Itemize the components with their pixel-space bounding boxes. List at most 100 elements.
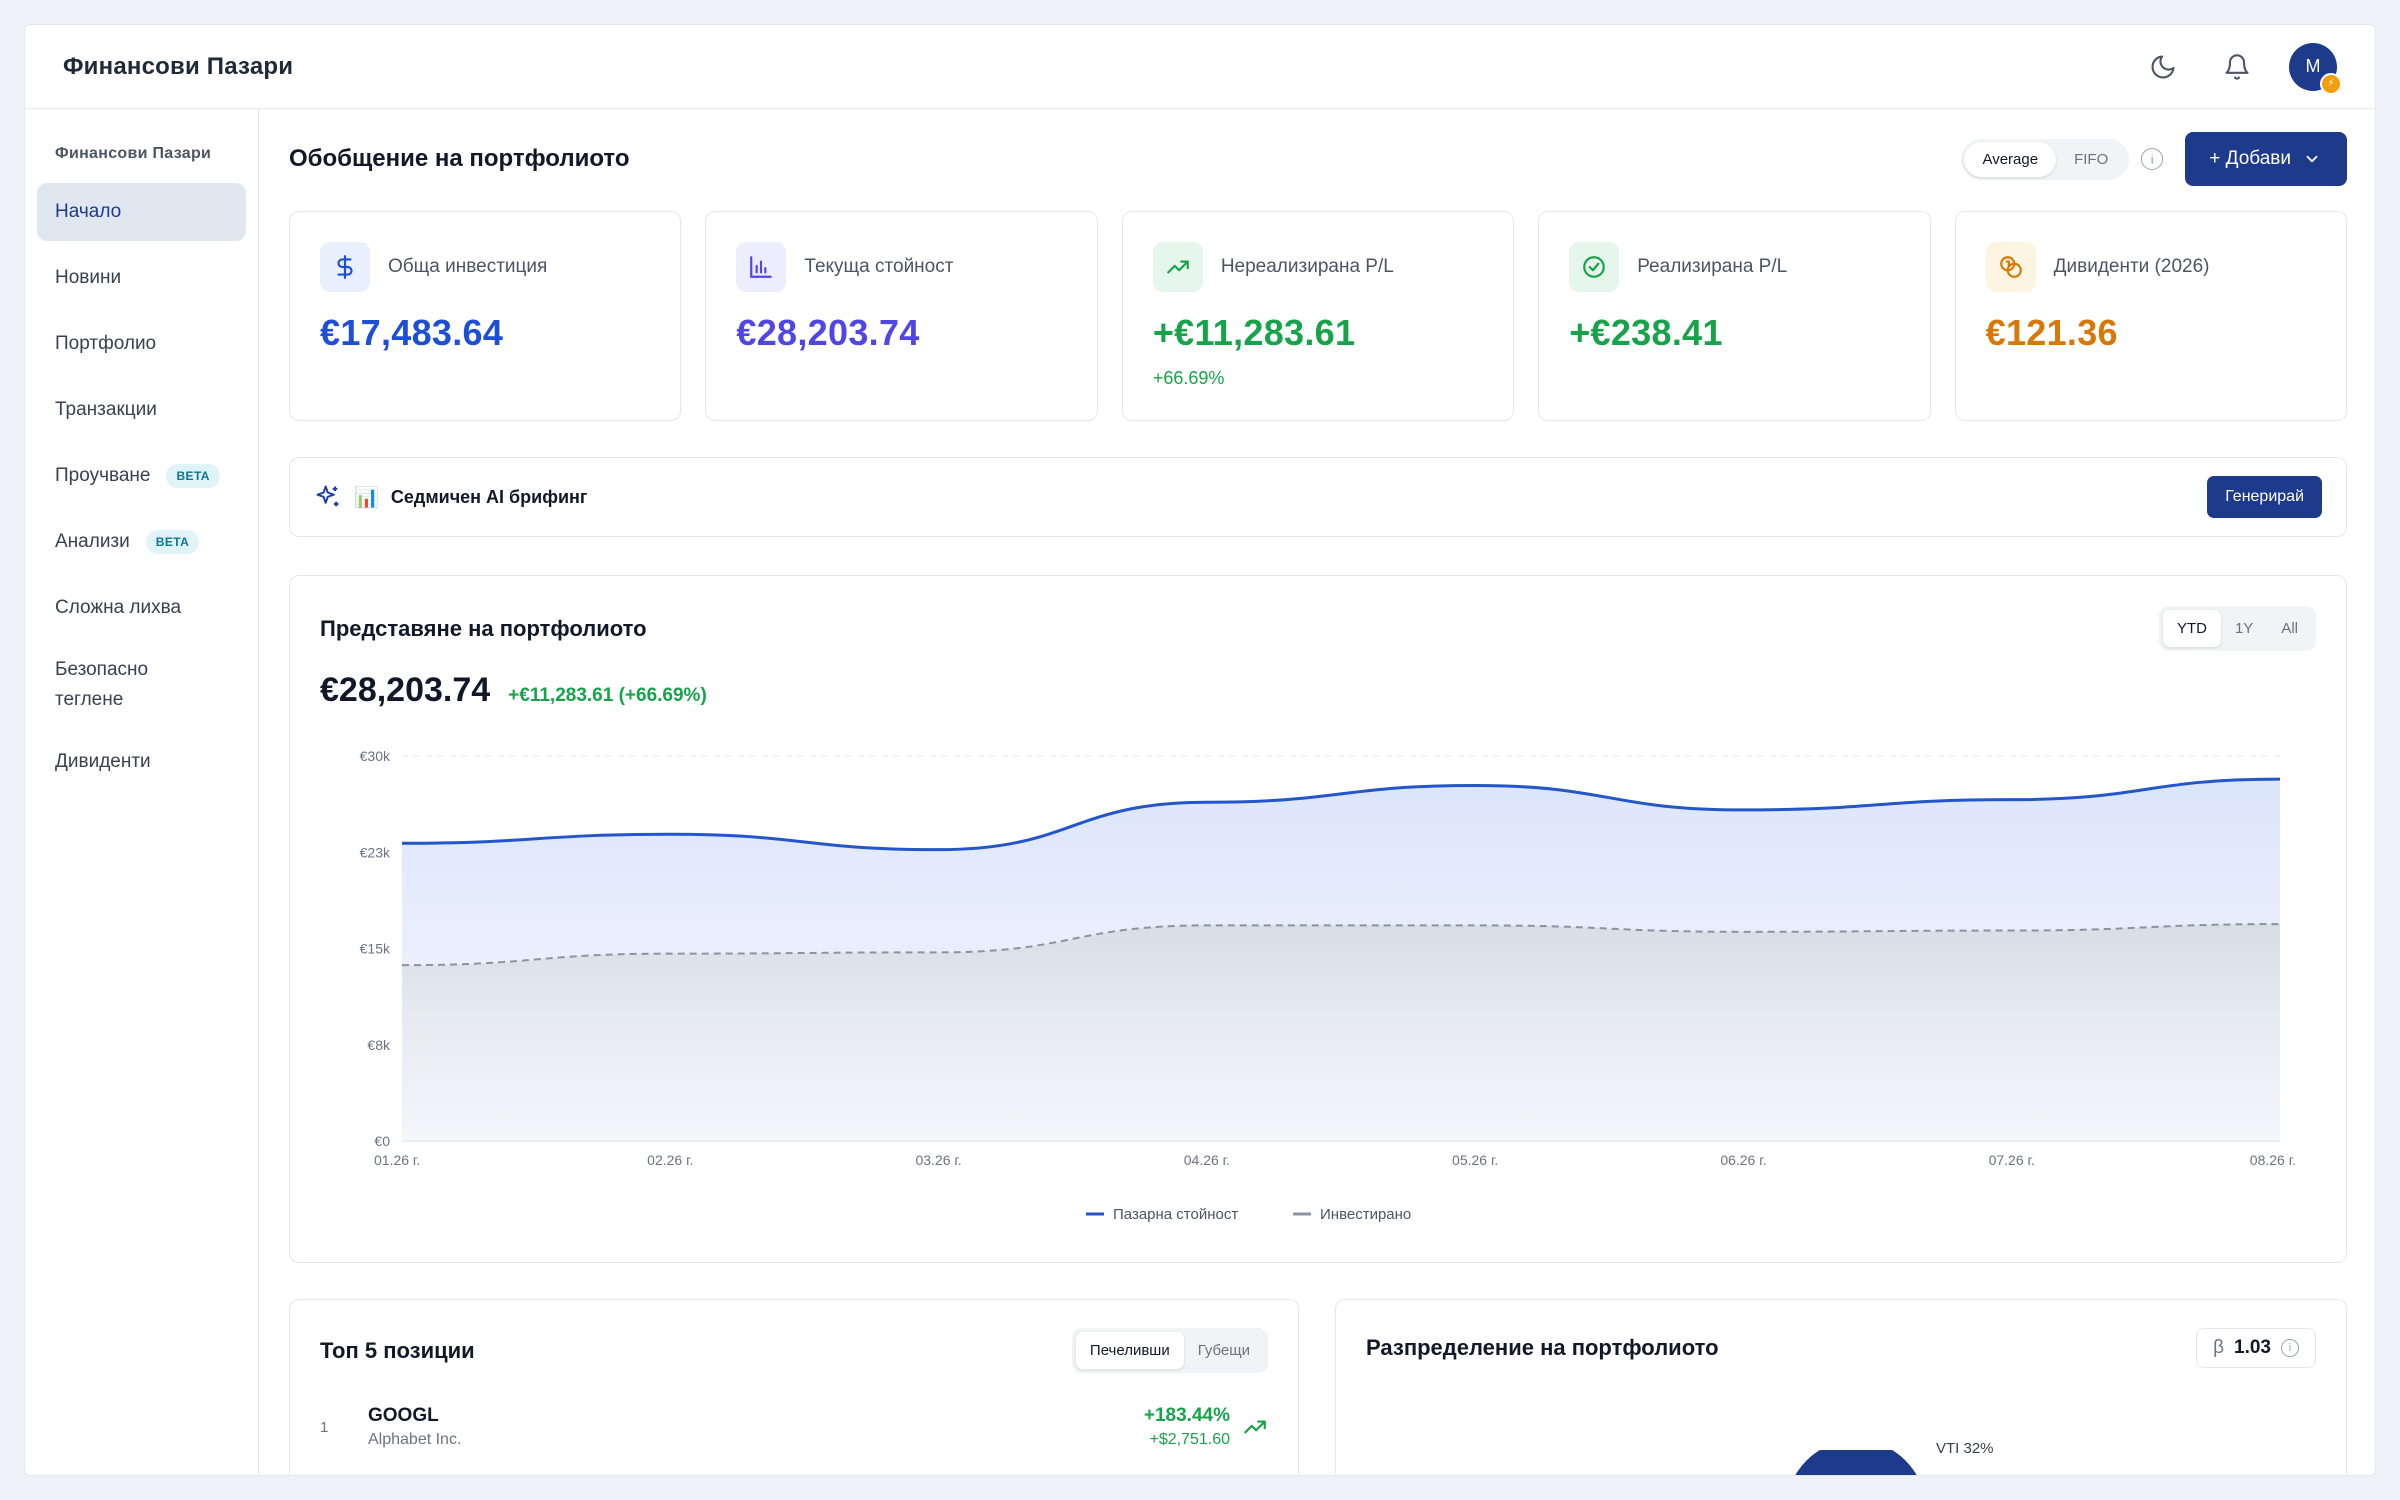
position-percent: +183.44%	[1143, 1405, 1230, 1426]
sidebar-item-news[interactable]: Новини	[37, 249, 246, 307]
allocation-title: Разпределение на портфолиото	[1366, 1335, 1719, 1360]
stat-percentage: +66.69%	[1152, 368, 1225, 388]
stat-label: Обща инвестиция	[388, 256, 548, 277]
stat-value: +€238.41	[1569, 312, 1723, 353]
y-tick-label: €0	[374, 1133, 390, 1149]
sparkles-icon	[316, 485, 339, 507]
avatar[interactable]: M ⚡	[2289, 42, 2342, 95]
bell-icon[interactable]	[2215, 45, 2259, 89]
avatar-initial: M	[2305, 56, 2321, 76]
moon-icon[interactable]	[2141, 45, 2185, 89]
beta-indicator[interactable]: β 1.03 i	[2196, 1328, 2316, 1368]
pie-slice-vti	[1795, 1450, 1917, 1475]
y-tick-label: €8k	[367, 1037, 391, 1053]
bar-chart-icon	[736, 242, 787, 292]
sidebar-title: Финансови Пазари	[55, 145, 212, 162]
x-tick-label: 02.26 г.	[647, 1152, 693, 1168]
top-bar: Финансови Пазари M ⚡	[25, 25, 2375, 109]
beta-symbol: β	[2213, 1337, 2225, 1358]
y-tick-label: €23k	[360, 844, 391, 860]
stat-value: +€11,283.61	[1152, 312, 1356, 353]
tab-losers[interactable]: Губещи	[1197, 1342, 1250, 1359]
sidebar-item-home[interactable]: Начало	[37, 183, 246, 241]
position-symbol: GOOGL	[368, 1405, 439, 1426]
sidebar-item-label: Новини	[55, 267, 122, 288]
legend-label-market-value: Пазарна стойност	[1113, 1206, 1238, 1223]
x-tick-label: 04.26 г.	[1184, 1152, 1230, 1168]
performance-change: +€11,283.61 (+66.69%)	[508, 685, 707, 706]
add-button[interactable]: + Добави	[2185, 132, 2347, 186]
briefing-title: Седмичен AI брифинг	[390, 486, 588, 507]
position-row[interactable]: 1 GOOGL Alphabet Inc. +183.44% +$2,751.6…	[320, 1405, 1268, 1449]
market-value-line	[401, 777, 2281, 852]
sidebar-item-safe-withdrawal[interactable]: Безопасно теглене	[37, 645, 246, 725]
stat-label: Дивиденти (2026)	[2053, 256, 2210, 277]
trending-up-icon	[1152, 242, 1203, 292]
stats-row: Обща инвестиция €17,483.64 Текуща стойно…	[289, 211, 2348, 421]
stat-card-unrealized-pl: Нереализирана P/L +€11,283.61 +66.69%	[1121, 211, 1515, 421]
performance-chart: €0 €8k €15k €23k €30k 01.26 г. 02.26 г. 03.26 г…	[360, 748, 2296, 1223]
performance-card: Представяне на портфолиото YTD 1Y All €2…	[289, 575, 2347, 1263]
winners-losers-toggle: Печеливши Губещи	[1071, 1328, 1268, 1373]
position-amount: +$2,751.60	[1149, 1431, 1230, 1448]
stat-value: €17,483.64	[320, 312, 504, 353]
sidebar-item-label: Дивиденти	[55, 751, 151, 772]
x-tick-label: 03.26 г.	[915, 1152, 961, 1168]
allocation-pie	[1795, 1450, 1917, 1475]
stat-card-current-value: Текуща стойност €28,203.74	[705, 211, 1098, 421]
allocation-slice-label: VTI 32%	[1936, 1440, 1994, 1457]
sidebar-item-transactions[interactable]: Транзакции	[37, 381, 246, 439]
stat-value: €28,203.74	[736, 312, 920, 353]
ai-briefing-bar: 📊 Седмичен AI брифинг Генерирай	[289, 457, 2347, 537]
tab-winners[interactable]: Печеливши	[1075, 1332, 1184, 1369]
coins-icon	[1985, 242, 2036, 292]
add-button-label: + Добави	[2209, 148, 2291, 169]
x-tick-label: 07.26 г.	[1989, 1152, 2035, 1168]
x-tick-label: 06.26 г.	[1720, 1152, 1766, 1168]
bottom-row: Топ 5 позиции Печеливши Губещи 1 GOOGL A…	[289, 1299, 2347, 1475]
range-all[interactable]: All	[2281, 620, 2298, 637]
position-rank: 1	[320, 1418, 329, 1436]
sidebar-item-dividends[interactable]: Дивиденти	[37, 733, 246, 791]
check-circle-icon	[1569, 242, 1620, 292]
x-tick-label: 01.26 г.	[374, 1152, 420, 1168]
invested-area	[402, 924, 2280, 1141]
info-icon[interactable]: i	[2281, 1339, 2299, 1357]
generate-button[interactable]: Генерирай	[2207, 476, 2322, 518]
performance-title: Представяне на портфолиото	[320, 615, 647, 641]
lightning-icon: ⚡	[2320, 72, 2342, 95]
x-tick-label: 08.26 г.	[2250, 1152, 2296, 1168]
performance-value: €28,203.74	[320, 671, 491, 709]
stat-card-dividends: Дивиденти (2026) €121.36	[1954, 211, 2348, 421]
invested-line	[401, 923, 2281, 967]
main-content: Обобщение на портфолиото Average FIFO i …	[259, 109, 2375, 1475]
page-title: Обобщение на портфолиото	[289, 145, 630, 172]
stat-value: €121.36	[1985, 312, 2118, 353]
cost-method-toggle: Average FIFO	[1961, 138, 2130, 180]
sidebar-item-compound-interest[interactable]: Сложна лихва	[37, 579, 246, 637]
range-1y[interactable]: 1Y	[2234, 620, 2254, 637]
app-title: Финансови Пазари	[63, 52, 294, 80]
beta-badge: BETA	[166, 464, 220, 488]
beta-badge: BETA	[145, 530, 200, 554]
y-tick-label: €30k	[360, 748, 391, 764]
sidebar-item-label: Портфолио	[55, 333, 157, 354]
range-ytd[interactable]: YTD	[2162, 610, 2221, 647]
position-name: Alphabet Inc.	[368, 1431, 462, 1448]
sidebar-item-label: Проучване	[55, 465, 151, 486]
cost-method-average[interactable]: Average	[1964, 141, 2057, 177]
trending-up-icon	[1244, 1420, 1266, 1434]
sidebar-item-label: Безопасно теглене	[55, 659, 149, 710]
sidebar-item-research[interactable]: Проучване BETA	[37, 447, 246, 505]
cost-method-fifo[interactable]: FIFO	[2074, 150, 2109, 168]
sidebar-item-portfolio[interactable]: Портфолио	[37, 315, 246, 373]
sidebar-item-label: Начало	[55, 201, 122, 222]
sidebar-item-label: Транзакции	[55, 399, 157, 420]
stat-label: Текуща стойност	[804, 256, 954, 277]
legend-label-invested: Инвестирано	[1320, 1206, 1411, 1223]
stat-card-total-investment: Обща инвестиция €17,483.64	[289, 211, 682, 421]
sidebar-item-analyses[interactable]: Анализи BETA	[37, 513, 246, 571]
allocation-card: Разпределение на портфолиото β 1.03 i VT…	[1335, 1299, 2347, 1475]
stat-label: Нереализирана P/L	[1220, 256, 1394, 277]
info-icon[interactable]: i	[2141, 148, 2164, 170]
